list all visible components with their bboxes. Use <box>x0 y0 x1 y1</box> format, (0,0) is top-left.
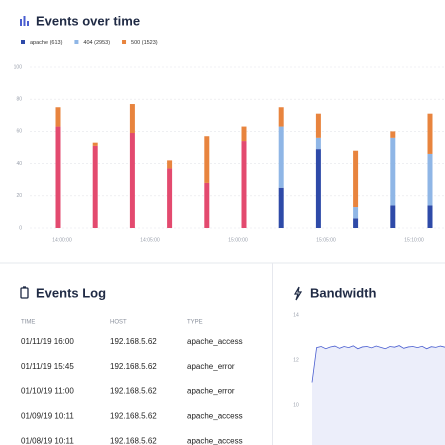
table-cell: 01/11/19 15:45 <box>21 362 74 371</box>
bar-segment <box>390 205 396 228</box>
y-tick-label: 20 <box>16 193 22 199</box>
table-cell: apache_access <box>187 412 243 421</box>
table-cell: 192.168.5.62 <box>110 387 157 396</box>
x-tick-label: 14:00:00 <box>52 237 72 243</box>
x-tick-label: 15:10:00 <box>404 237 424 243</box>
bar-segment <box>315 113 321 138</box>
bar-segment <box>241 126 247 142</box>
bar-segment <box>92 142 98 146</box>
table-cell: 192.168.5.62 <box>110 362 157 371</box>
bar-segment <box>92 145 98 228</box>
bar-segment <box>278 126 284 188</box>
x-tick-label: 15:05:00 <box>316 237 336 243</box>
legend-label: apache (613) <box>30 40 63 46</box>
bar-segment <box>427 113 433 154</box>
table-cell: 01/11/19 16:00 <box>21 337 74 346</box>
chart-icon <box>20 16 29 26</box>
chart-title: Bandwidth <box>310 285 376 300</box>
line <box>311 345 445 383</box>
bar-segment <box>353 218 359 228</box>
table-cell: 192.168.5.62 <box>110 412 157 421</box>
table-cell: apache_access <box>187 337 243 346</box>
bar-segment <box>353 150 359 208</box>
table-cell: 192.168.5.62 <box>110 337 157 346</box>
table-cell: apache_error <box>187 387 235 396</box>
y-tick-label: 40 <box>16 161 22 167</box>
table-cell: 192.168.5.62 <box>110 436 157 445</box>
legend-swatch <box>122 40 127 44</box>
area-fill <box>312 345 445 445</box>
table-cell: apache_access <box>187 436 243 445</box>
y-tick-label: 12 <box>293 357 299 363</box>
bar-segment <box>129 133 135 228</box>
y-tick-label: 10 <box>293 402 299 408</box>
table-title: Events Log <box>36 285 106 300</box>
table-cell: 01/10/19 11:00 <box>21 387 74 396</box>
log-icon <box>20 286 29 299</box>
bar-segment <box>427 205 433 228</box>
legend-swatch <box>74 40 79 44</box>
bar-segment <box>315 137 321 150</box>
y-tick-label: 14 <box>293 312 299 318</box>
y-tick-label: 60 <box>16 129 22 135</box>
bar-segment <box>55 107 61 127</box>
table-cell: apache_error <box>187 362 235 371</box>
table-cell: 01/09/19 10:11 <box>21 412 74 421</box>
bar-segment <box>390 131 396 138</box>
legend-label: 500 (1523) <box>131 40 158 46</box>
bar-segment <box>167 168 173 228</box>
legend-swatch <box>21 40 25 44</box>
bar-segment <box>353 207 359 219</box>
column-header: TIME <box>21 320 35 326</box>
x-tick-label: 15:00:00 <box>228 237 248 243</box>
bar-segment <box>278 107 284 127</box>
y-tick-label: 100 <box>14 64 23 70</box>
column-header: HOST <box>110 320 127 326</box>
bar-segment <box>167 160 173 169</box>
table-cell: 01/08/19 10:11 <box>21 436 74 445</box>
bar-segment <box>241 141 247 228</box>
bar-segment <box>204 136 210 183</box>
x-tick-label: 14:05:00 <box>140 237 160 243</box>
bar-segment <box>204 182 210 228</box>
y-tick-label: 0 <box>19 225 22 231</box>
column-header: TYPE <box>187 320 203 326</box>
bar-segment <box>278 187 284 228</box>
bar-segment <box>129 104 135 134</box>
y-tick-label: 80 <box>16 97 22 103</box>
chart-title: Events over time <box>36 13 140 28</box>
legend-label: 404 (2953) <box>83 40 110 46</box>
bar-segment <box>427 153 433 206</box>
bar-segment <box>55 126 61 228</box>
bolt-icon <box>293 286 303 301</box>
bar-segment <box>315 149 321 228</box>
bar-segment <box>390 137 396 206</box>
